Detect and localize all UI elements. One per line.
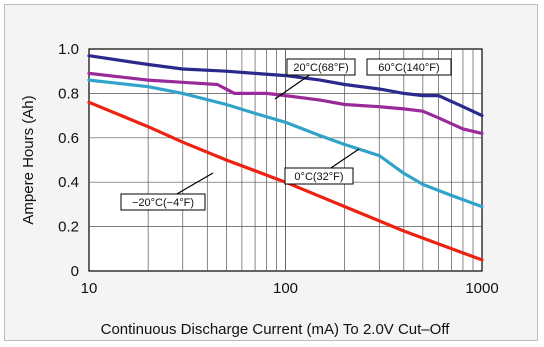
series-line-1 bbox=[87, 54, 484, 118]
y-tick-label: 0.2 bbox=[58, 219, 79, 236]
series-label: −20°C(−4°F) bbox=[132, 197, 194, 209]
label-box bbox=[120, 193, 206, 211]
y-tick-label: 0 bbox=[71, 263, 79, 280]
series-labels: 60°C(140°F) 20°C(68°F) 0°C(32°F) −20°C(−4°F… bbox=[120, 58, 452, 211]
label-box bbox=[286, 58, 356, 76]
y-tick-label: 0.8 bbox=[58, 85, 79, 102]
discharge-chart: 60°C(140°F) 20°C(68°F) 0°C(32°F) −20°C(−4°F… bbox=[20, 41, 499, 338]
series-line-3 bbox=[87, 78, 484, 209]
label-box bbox=[284, 167, 354, 185]
series-label: 60°C(140°F) bbox=[378, 62, 439, 74]
series-label: 20°C(68°F) bbox=[293, 62, 348, 74]
x-tick-label: 1000 bbox=[465, 280, 498, 297]
series-line-2 bbox=[87, 71, 484, 135]
y-tick-label: 0.6 bbox=[58, 130, 79, 147]
chart-panel: 60°C(140°F) 20°C(68°F) 0°C(32°F) −20°C(−4°F… bbox=[4, 4, 538, 341]
tick-labels: 10 100 1000 0 0.2 0.4 0.6 0.8 1.0 bbox=[58, 41, 499, 297]
series-label: 0°C(32°F) bbox=[294, 171, 343, 183]
y-tick-label: 1.0 bbox=[58, 41, 79, 58]
x-axis-title: Continuous Discharge Current (mA) To 2.0… bbox=[101, 321, 451, 338]
x-tick-label: 100 bbox=[273, 280, 298, 297]
y-tick-label: 0.4 bbox=[58, 174, 79, 191]
label-box bbox=[366, 58, 452, 76]
x-tick-label: 10 bbox=[81, 280, 98, 297]
y-axis-title: Ampere Hours (Ah) bbox=[20, 95, 37, 224]
